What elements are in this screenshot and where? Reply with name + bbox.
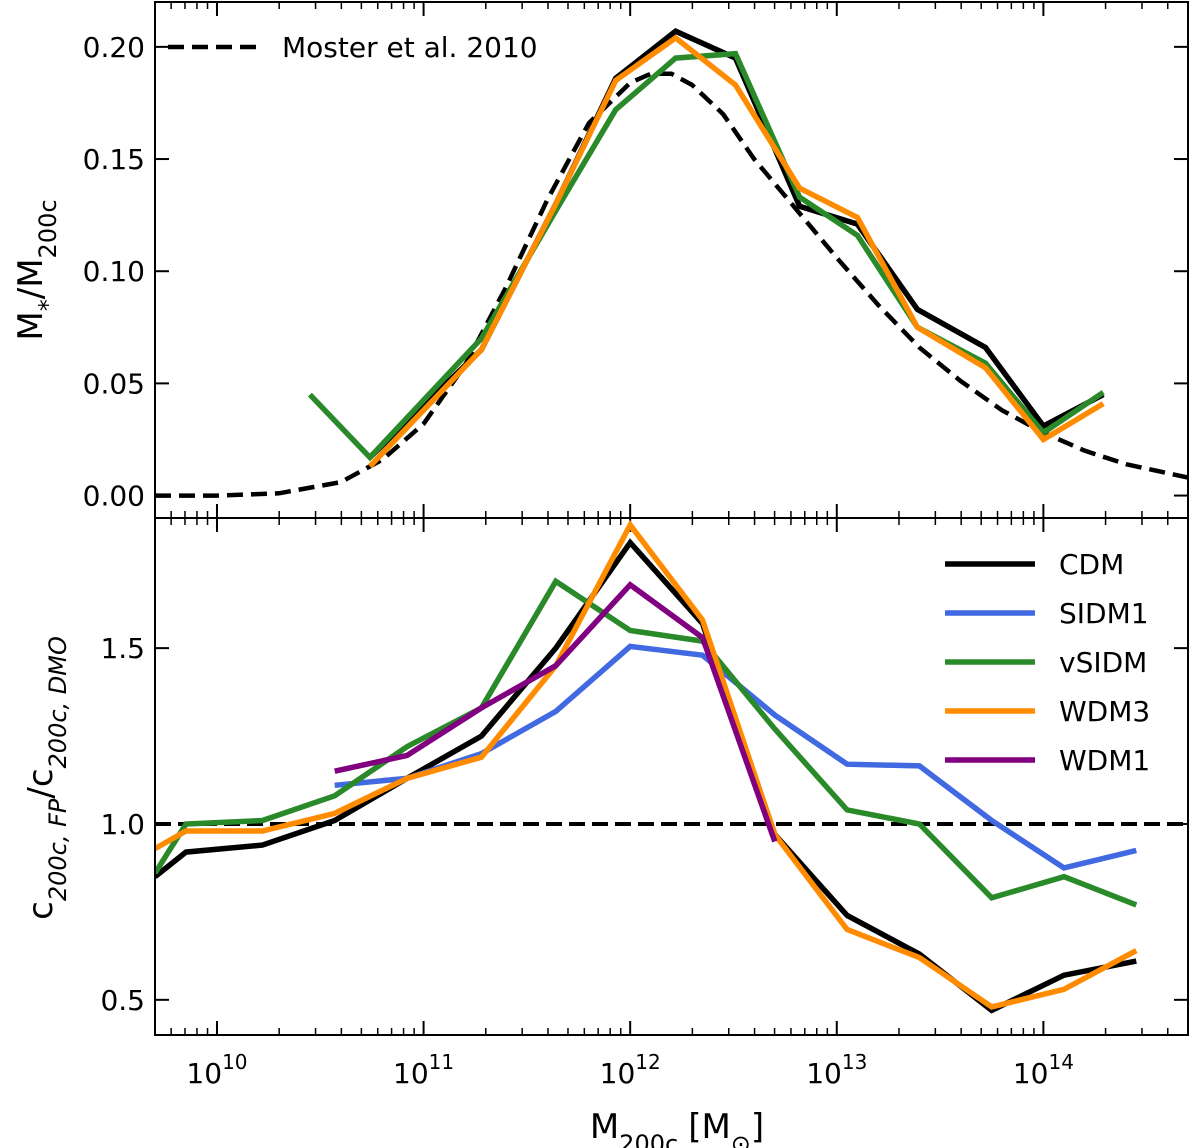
series-wdm3-line [155, 519, 1138, 1010]
x-tick-label: 1010 [186, 1050, 247, 1090]
series-vsidm-line [307, 50, 1105, 462]
series-moster-et-al-2010-line [155, 71, 1188, 498]
legend-label: CDM [1059, 548, 1124, 581]
series-wdm1-line [334, 581, 778, 843]
top-panel: 0.00 0.05 0.10 0.15 0.20 Moster et al. 2010 [83, 1, 1189, 519]
x-tick-label: 1013 [806, 1050, 867, 1090]
y-tick-label: 0.10 [83, 255, 145, 288]
axes-frame [154, 1, 1189, 519]
y-tick-label: 0.00 [83, 480, 145, 513]
series-wdm3-line [367, 34, 1105, 469]
legend-label: WDM1 [1059, 744, 1150, 777]
legend-label: SIDM1 [1059, 597, 1149, 630]
y-tick-label: 0.15 [83, 143, 145, 176]
y-tick-label: 0.5 [100, 984, 145, 1017]
legend-label: Moster et al. 2010 [282, 31, 538, 64]
y-tick-label: 1.5 [100, 632, 145, 665]
x-tick-label: 1014 [1013, 1050, 1074, 1090]
series-vsidm-line [155, 577, 1138, 908]
y-tick-label: 0.05 [83, 367, 145, 400]
bottom-panel: 0.5 1.0 1.5 1010 1011 1012 1013 1014 CDM SIDM1 vSI… [100, 517, 1189, 1090]
y-tick-label: 1.0 [100, 808, 145, 841]
axes-frame [154, 517, 1189, 1036]
xlabel: M200c [M⊙] [590, 1107, 764, 1148]
top-ylabel: M*/M200c [11, 199, 62, 340]
x-tick-label: 1011 [393, 1050, 454, 1090]
series-cdm-line [367, 28, 1105, 460]
y-tick-label: 0.20 [83, 31, 145, 64]
bottom-ylabel: c200c, FP/c200c, DMO [21, 636, 72, 920]
legend-label: WDM3 [1059, 695, 1150, 728]
legend-label: vSIDM [1059, 646, 1147, 679]
x-tick-label: 1012 [600, 1050, 661, 1090]
